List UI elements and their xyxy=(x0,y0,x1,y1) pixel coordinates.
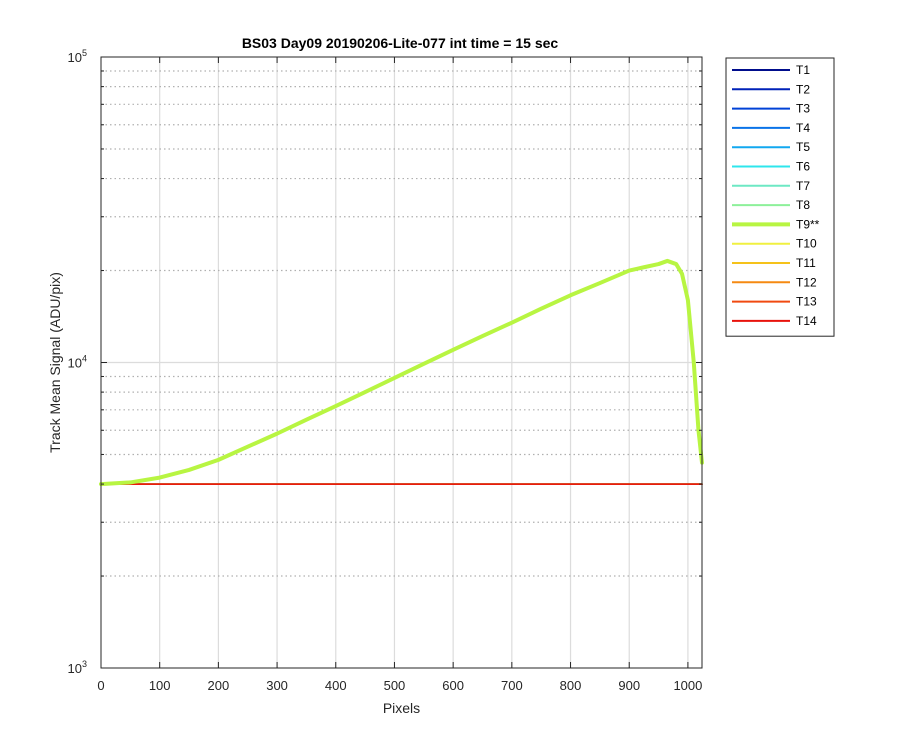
legend-label: T5 xyxy=(796,140,810,154)
legend-item: T5 xyxy=(732,140,810,154)
legend-item: T2 xyxy=(732,82,810,96)
y-tick-label: 105 xyxy=(68,48,87,65)
x-tick-label: 0 xyxy=(97,678,104,693)
legend-label: T12 xyxy=(796,275,817,289)
legend-box xyxy=(725,57,835,337)
legend-label: T3 xyxy=(796,102,810,116)
x-tick-label: 300 xyxy=(266,678,288,693)
series-line-t9 xyxy=(99,258,704,487)
legend-item: T6 xyxy=(732,160,810,174)
legend-item: T11 xyxy=(732,256,816,270)
legend-item: T9** xyxy=(732,217,820,231)
legend-item: T10 xyxy=(732,237,817,251)
y-axis-label: Track Mean Signal (ADU/pix) xyxy=(47,272,63,453)
y-tick-label: 104 xyxy=(68,354,87,371)
legend-label: T7 xyxy=(796,179,810,193)
grid xyxy=(101,57,702,668)
legend-item: T12 xyxy=(732,275,817,289)
legend-label: T10 xyxy=(796,237,817,251)
x-tick-label: 800 xyxy=(560,678,582,693)
legend-item: T3 xyxy=(732,102,810,116)
x-tick-label: 700 xyxy=(501,678,523,693)
legend-item: T13 xyxy=(732,295,817,309)
axis-ticks: 0 100 200 300 400 500 600 700 800 900 1000 103 104 10… xyxy=(68,48,703,693)
x-tick-label: 900 xyxy=(618,678,640,693)
legend-label: T2 xyxy=(796,82,810,96)
x-tick-label: 400 xyxy=(325,678,347,693)
legend-label: T8 xyxy=(796,198,810,212)
x-tick-label: 1000 xyxy=(673,678,702,693)
x-tick-label: 500 xyxy=(384,678,406,693)
legend: T1 T2 T3 T4 T5 T6 T7 T8 T9** T10 T11 T12 T13 T14 xyxy=(725,57,835,337)
y-tick-label: 103 xyxy=(68,659,87,676)
legend-label: T9** xyxy=(796,217,820,231)
legend-label: T11 xyxy=(796,256,816,270)
legend-label: T6 xyxy=(796,160,810,174)
legend-item: T7 xyxy=(732,179,810,193)
x-tick-label: 600 xyxy=(442,678,464,693)
legend-label: T4 xyxy=(796,121,810,135)
x-tick-label: 200 xyxy=(208,678,230,693)
legend-item: T4 xyxy=(732,121,810,135)
chart-title: BS03 Day09 20190206-Lite-077 int time = … xyxy=(242,35,559,51)
legend-label: T13 xyxy=(796,295,817,309)
series-lines xyxy=(99,258,704,487)
x-tick-label: 100 xyxy=(149,678,171,693)
legend-label: T1 xyxy=(796,63,810,77)
legend-item: T1 xyxy=(732,63,810,77)
legend-item: T14 xyxy=(732,314,817,328)
legend-item: T8 xyxy=(732,198,810,212)
x-axis-label: Pixels xyxy=(383,700,420,716)
plot-area: 0 100 200 300 400 500 600 700 800 900 1000 103 104 10… xyxy=(68,48,704,693)
legend-label: T14 xyxy=(796,314,817,328)
legend-items: T1 T2 T3 T4 T5 T6 T7 T8 T9** T10 T11 T12 T13 T14 xyxy=(732,63,820,328)
